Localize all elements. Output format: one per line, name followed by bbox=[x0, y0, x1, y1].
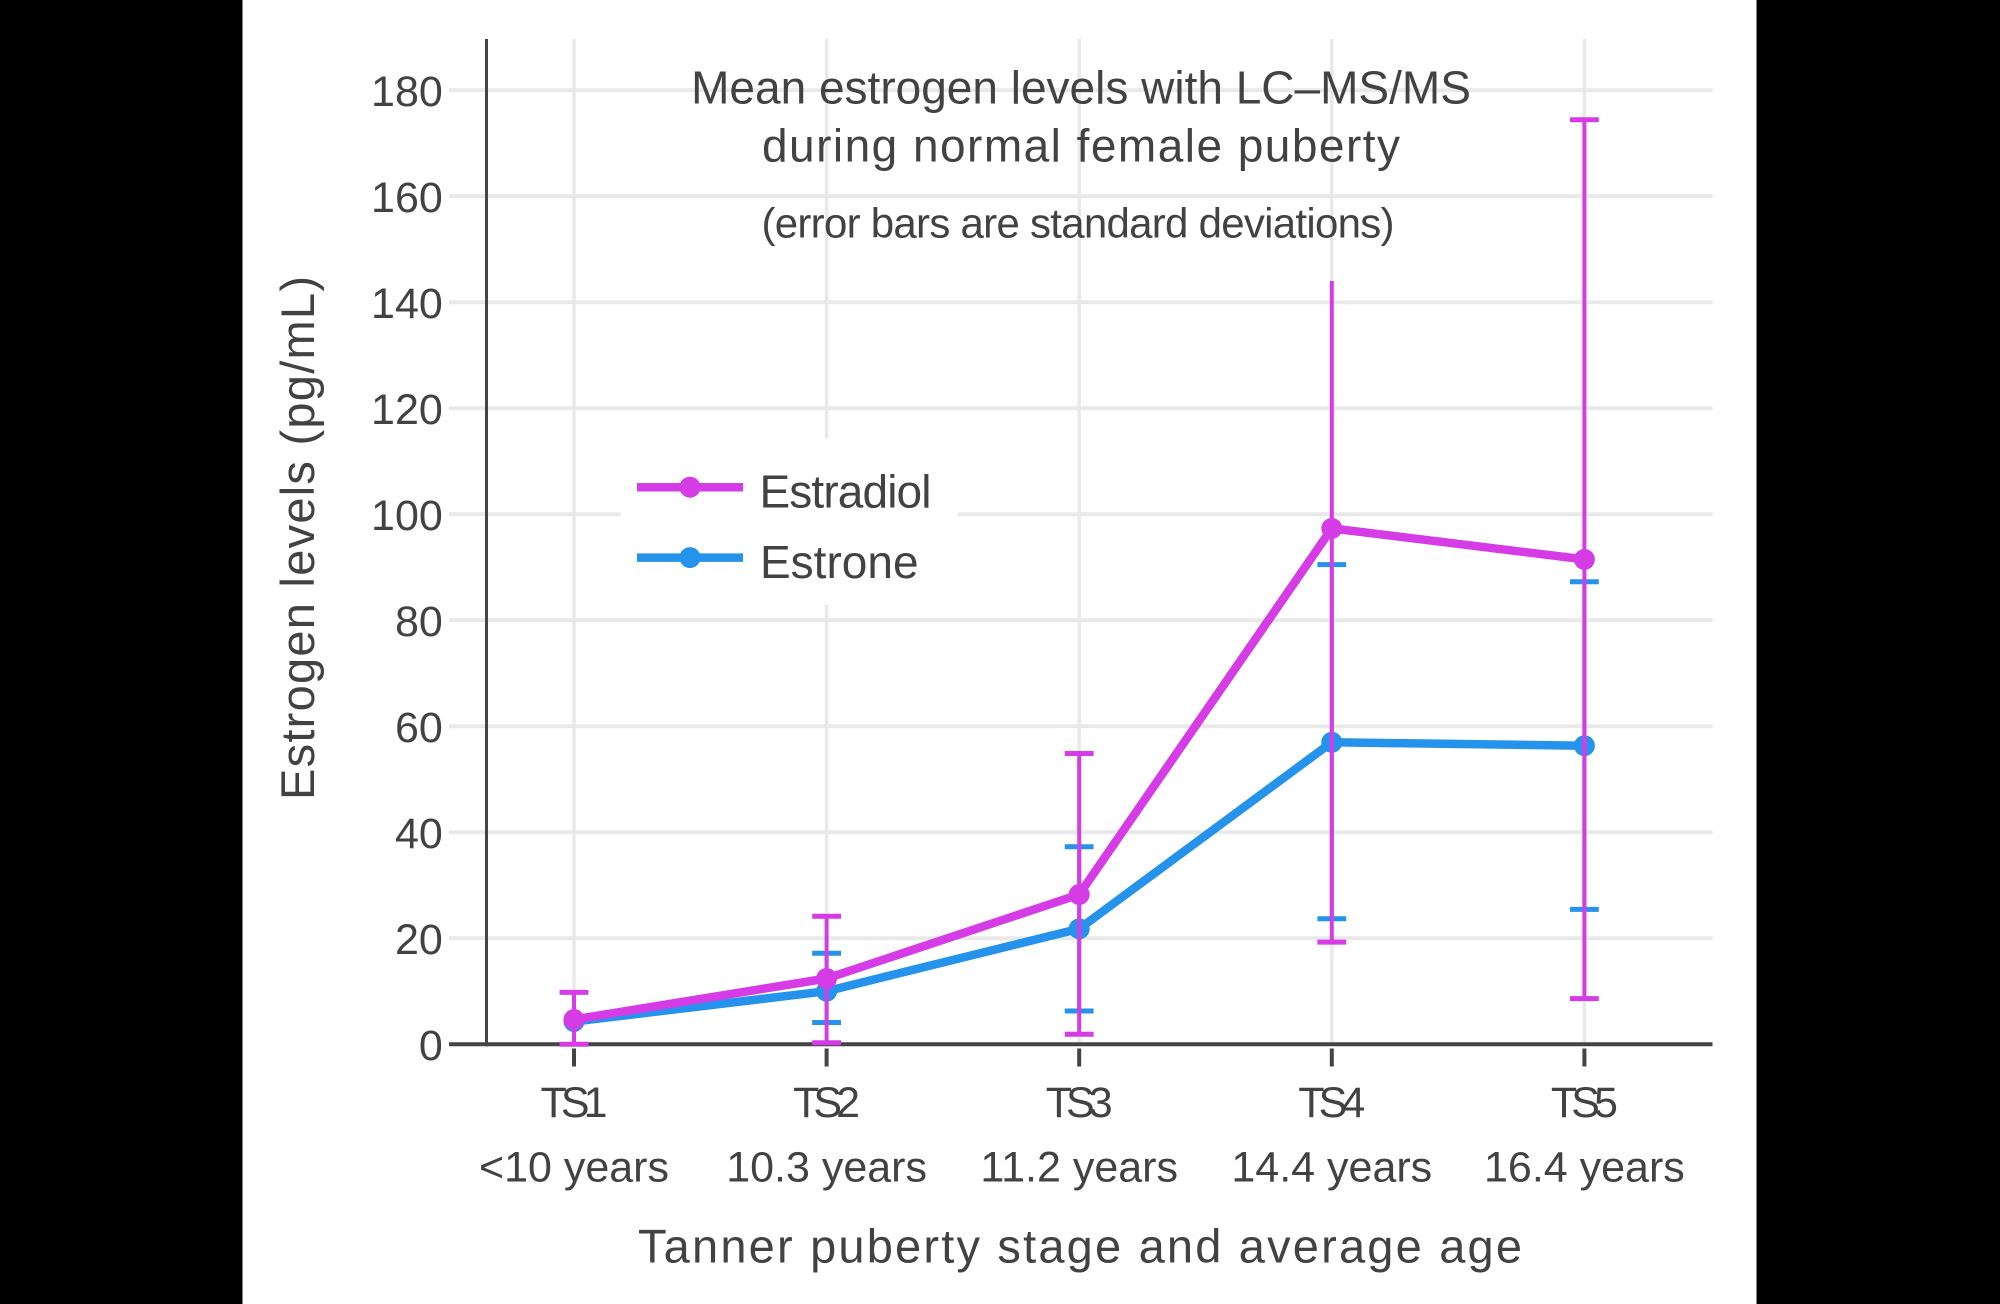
svg-text:120: 120 bbox=[371, 386, 443, 434]
svg-text:Estradiol: Estradiol bbox=[760, 466, 932, 518]
svg-text:40: 40 bbox=[395, 810, 443, 858]
svg-text:16.4 years: 16.4 years bbox=[1484, 1143, 1685, 1191]
svg-text:during normal female puberty: during normal female puberty bbox=[762, 119, 1400, 171]
svg-text:180: 180 bbox=[371, 68, 443, 116]
svg-text:TS1: TS1 bbox=[541, 1079, 608, 1127]
svg-text:10.3 years: 10.3 years bbox=[726, 1143, 927, 1191]
svg-text:TS2: TS2 bbox=[793, 1079, 860, 1127]
svg-text:60: 60 bbox=[395, 704, 443, 752]
svg-text:0: 0 bbox=[419, 1022, 443, 1070]
svg-text:11.2 years: 11.2 years bbox=[980, 1143, 1178, 1191]
svg-text:Estrogen levels (pg/mL): Estrogen levels (pg/mL) bbox=[271, 276, 324, 800]
svg-text:TS4: TS4 bbox=[1298, 1079, 1365, 1127]
svg-text:14.4 years: 14.4 years bbox=[1231, 1143, 1432, 1191]
svg-text:TS3: TS3 bbox=[1046, 1079, 1113, 1127]
svg-text:160: 160 bbox=[371, 174, 443, 222]
svg-text:Mean estrogen levels with LC–M: Mean estrogen levels with LC–MS/MS bbox=[691, 61, 1471, 113]
svg-text:TS5: TS5 bbox=[1551, 1079, 1618, 1127]
svg-text:100: 100 bbox=[371, 492, 443, 540]
svg-text:<10 years: <10 years bbox=[479, 1143, 669, 1191]
svg-text:Estrone: Estrone bbox=[760, 536, 919, 588]
svg-text:Tanner puberty stage and avera: Tanner puberty stage and average age bbox=[638, 1220, 1522, 1273]
svg-text:80: 80 bbox=[395, 598, 443, 646]
svg-text:140: 140 bbox=[371, 280, 443, 328]
svg-text:20: 20 bbox=[395, 916, 443, 964]
svg-text:(error bars are standard devia: (error bars are standard deviations) bbox=[762, 199, 1395, 246]
